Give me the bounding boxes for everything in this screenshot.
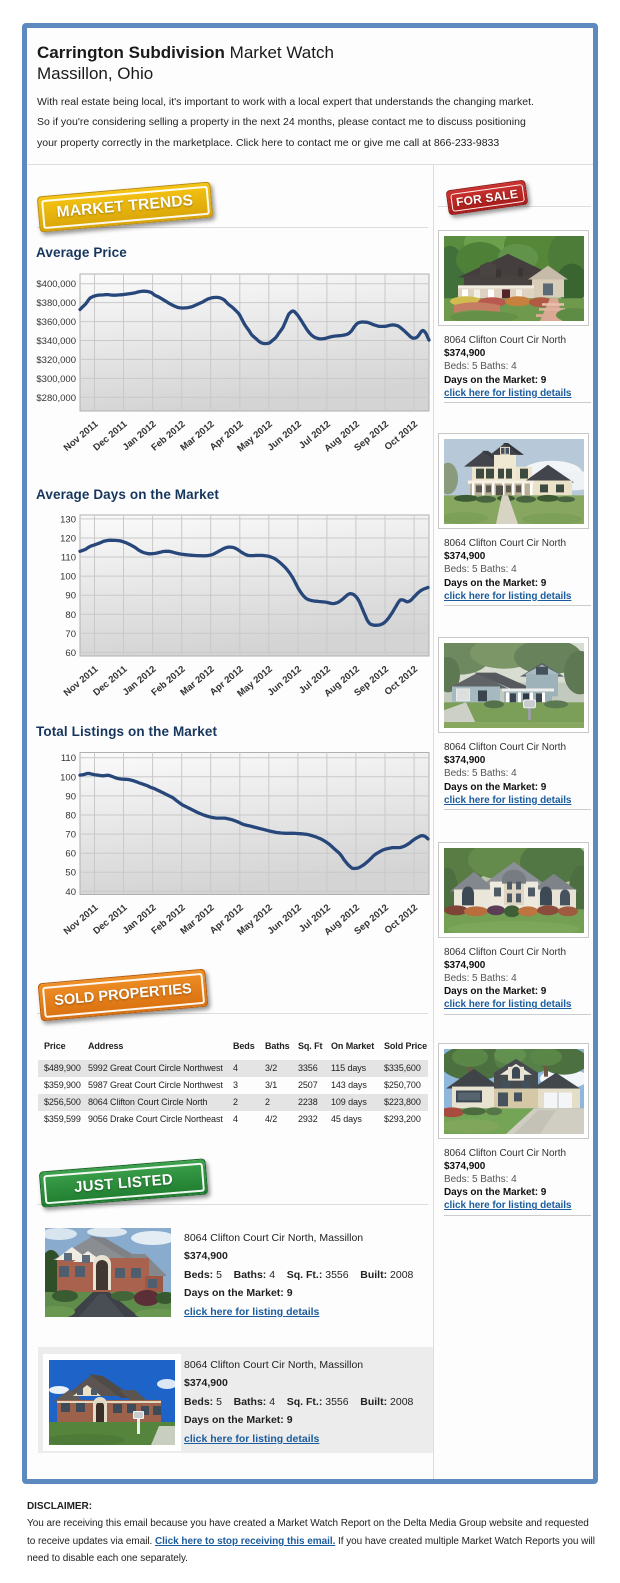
svg-text:$280,000: $280,000: [36, 393, 76, 404]
svg-text:$380,000: $380,000: [36, 298, 76, 309]
svg-text:130: 130: [60, 514, 76, 525]
svg-text:$400,000: $400,000: [36, 279, 76, 290]
svg-text:90: 90: [65, 591, 76, 602]
svg-text:$360,000: $360,000: [36, 317, 76, 328]
svg-text:100: 100: [60, 772, 76, 783]
svg-text:70: 70: [65, 830, 76, 841]
svg-text:$300,000: $300,000: [36, 374, 76, 385]
svg-text:120: 120: [60, 534, 76, 545]
svg-text:80: 80: [65, 610, 76, 621]
svg-text:100: 100: [60, 572, 76, 583]
svg-text:Oct 2012: Oct 2012: [383, 664, 420, 698]
svg-text:40: 40: [65, 887, 76, 898]
svg-text:70: 70: [65, 629, 76, 640]
svg-text:60: 60: [65, 648, 76, 659]
svg-text:Oct 2012: Oct 2012: [383, 902, 420, 936]
svg-text:$320,000: $320,000: [36, 355, 76, 366]
svg-text:60: 60: [65, 849, 76, 860]
svg-text:80: 80: [65, 811, 76, 822]
svg-text:110: 110: [61, 753, 76, 764]
svg-text:110: 110: [61, 553, 76, 564]
svg-text:Oct 2012: Oct 2012: [383, 419, 420, 453]
svg-text:$340,000: $340,000: [36, 336, 76, 347]
svg-text:90: 90: [65, 791, 76, 802]
svg-text:50: 50: [65, 868, 76, 879]
